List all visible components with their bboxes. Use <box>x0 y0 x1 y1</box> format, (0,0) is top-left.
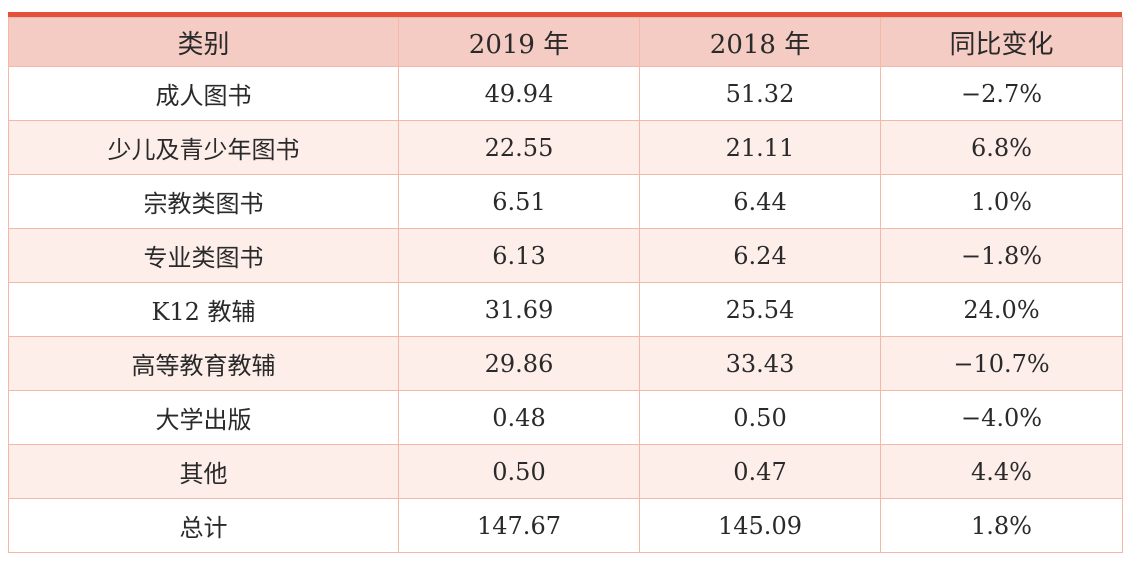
cell-category: 成人图书 <box>8 66 399 121</box>
table-row: K12 教辅 31.69 25.54 24.0% <box>8 282 1123 337</box>
cell-2019: 6.13 <box>398 228 640 283</box>
table-header: 类别 2019 年 2018 年 同比变化 <box>8 17 1123 67</box>
table-row: 大学出版 0.48 0.50 −4.0% <box>8 390 1123 445</box>
cell-category: 宗教类图书 <box>8 174 399 229</box>
table-row-total: 总计 147.67 145.09 1.8% <box>8 498 1123 553</box>
cell-2019: 31.69 <box>398 282 640 337</box>
table-body: 成人图书 49.94 51.32 −2.7% 少儿及青少年图书 22.55 21… <box>8 66 1123 553</box>
table-row: 专业类图书 6.13 6.24 −1.8% <box>8 228 1123 283</box>
cell-category: 其他 <box>8 444 399 499</box>
header-2019: 2019 年 <box>398 17 640 67</box>
table-row: 少儿及青少年图书 22.55 21.11 6.8% <box>8 120 1123 175</box>
cell-category: 高等教育教辅 <box>8 336 399 391</box>
table-row: 宗教类图书 6.51 6.44 1.0% <box>8 174 1123 229</box>
cell-2019: 22.55 <box>398 120 640 175</box>
cell-change: 4.4% <box>880 444 1123 499</box>
cell-category: 专业类图书 <box>8 228 399 283</box>
cell-2018: 6.44 <box>639 174 881 229</box>
cell-2019: 0.48 <box>398 390 640 445</box>
table-row: 成人图书 49.94 51.32 −2.7% <box>8 66 1123 121</box>
cell-2018: 33.43 <box>639 336 881 391</box>
header-2018: 2018 年 <box>639 17 881 67</box>
cell-2018: 145.09 <box>639 498 881 553</box>
cell-category: 大学出版 <box>8 390 399 445</box>
cell-change: 24.0% <box>880 282 1123 337</box>
cell-2019: 29.86 <box>398 336 640 391</box>
cell-change: 1.0% <box>880 174 1123 229</box>
cell-change: −4.0% <box>880 390 1123 445</box>
cell-change: 6.8% <box>880 120 1123 175</box>
cell-change: 1.8% <box>880 498 1123 553</box>
cell-2018: 51.32 <box>639 66 881 121</box>
cell-change: −10.7% <box>880 336 1123 391</box>
header-category: 类别 <box>8 17 399 67</box>
cell-2018: 25.54 <box>639 282 881 337</box>
header-row: 类别 2019 年 2018 年 同比变化 <box>8 17 1123 67</box>
cell-2018: 6.24 <box>639 228 881 283</box>
cell-2018: 21.11 <box>639 120 881 175</box>
cell-change: −1.8% <box>880 228 1123 283</box>
cell-category: K12 教辅 <box>8 282 399 337</box>
cell-category: 少儿及青少年图书 <box>8 120 399 175</box>
cell-2018: 0.50 <box>639 390 881 445</box>
cell-2019: 6.51 <box>398 174 640 229</box>
cell-2019: 0.50 <box>398 444 640 499</box>
book-sales-table: 类别 2019 年 2018 年 同比变化 成人图书 49.94 51.32 −… <box>8 17 1123 553</box>
table-row: 其他 0.50 0.47 4.4% <box>8 444 1123 499</box>
data-table-container: 类别 2019 年 2018 年 同比变化 成人图书 49.94 51.32 −… <box>8 12 1123 553</box>
header-yoy-change: 同比变化 <box>880 17 1123 67</box>
cell-change: −2.7% <box>880 66 1123 121</box>
cell-2019: 147.67 <box>398 498 640 553</box>
cell-2019: 49.94 <box>398 66 640 121</box>
table-row: 高等教育教辅 29.86 33.43 −10.7% <box>8 336 1123 391</box>
cell-category: 总计 <box>8 498 399 553</box>
cell-2018: 0.47 <box>639 444 881 499</box>
